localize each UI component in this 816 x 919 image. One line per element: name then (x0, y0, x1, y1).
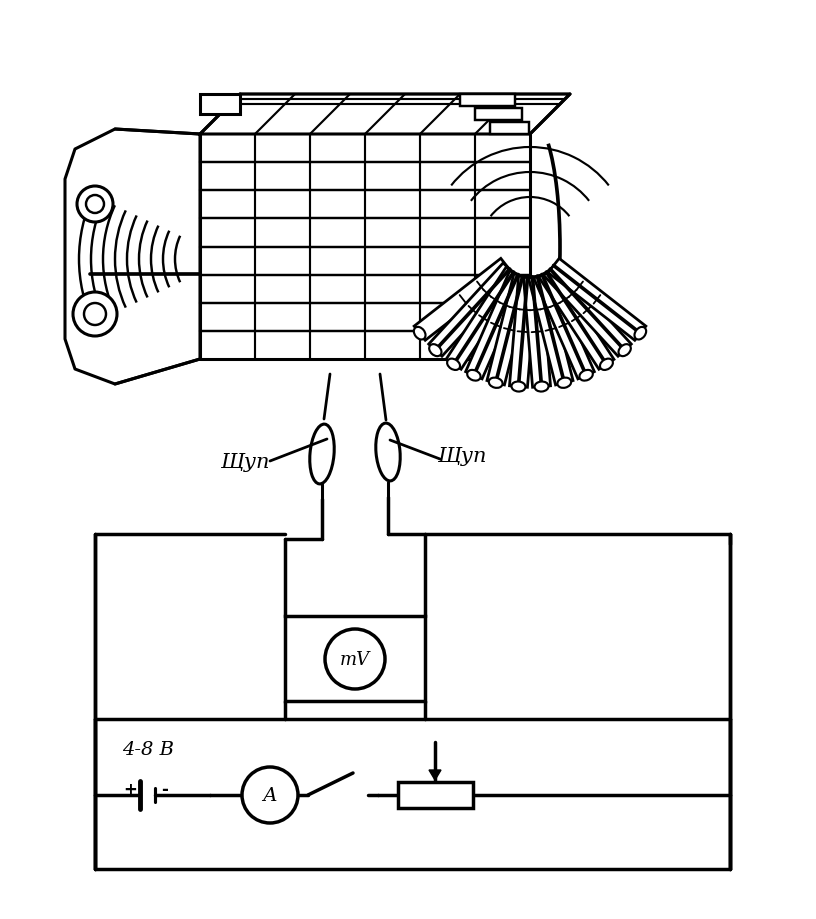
Polygon shape (475, 108, 522, 121)
Polygon shape (539, 268, 614, 369)
Ellipse shape (414, 327, 425, 340)
Bar (398, 782, 473, 808)
Polygon shape (534, 272, 594, 380)
Ellipse shape (310, 425, 335, 484)
Polygon shape (524, 277, 551, 388)
Ellipse shape (557, 379, 571, 389)
Circle shape (242, 767, 298, 823)
Text: Щуп: Щуп (220, 452, 270, 471)
Ellipse shape (447, 359, 460, 370)
Polygon shape (428, 264, 517, 357)
Polygon shape (543, 264, 632, 357)
Text: Щуп: Щуп (437, 447, 487, 466)
Polygon shape (460, 95, 515, 107)
Polygon shape (200, 95, 570, 135)
Text: mV: mV (340, 651, 370, 668)
Ellipse shape (429, 345, 441, 357)
Ellipse shape (600, 359, 613, 370)
Ellipse shape (579, 370, 593, 381)
Text: -: - (162, 780, 168, 798)
Polygon shape (487, 275, 531, 385)
Polygon shape (509, 277, 536, 388)
Text: А: А (263, 786, 277, 804)
Ellipse shape (635, 327, 646, 340)
Polygon shape (415, 259, 512, 341)
Ellipse shape (512, 382, 526, 392)
Ellipse shape (619, 345, 631, 357)
Ellipse shape (489, 379, 503, 389)
Bar (285, 617, 425, 701)
Text: +: + (123, 780, 137, 798)
Ellipse shape (534, 382, 548, 392)
Polygon shape (65, 130, 200, 384)
Polygon shape (446, 268, 521, 369)
Ellipse shape (467, 370, 481, 381)
Circle shape (325, 630, 385, 689)
Circle shape (86, 196, 104, 214)
Polygon shape (548, 259, 645, 341)
Circle shape (84, 303, 106, 325)
Polygon shape (490, 123, 529, 135)
Polygon shape (429, 770, 441, 780)
Polygon shape (529, 275, 573, 385)
Ellipse shape (376, 424, 400, 482)
Circle shape (77, 187, 113, 222)
Circle shape (73, 292, 117, 336)
Polygon shape (200, 95, 240, 115)
Polygon shape (466, 272, 526, 380)
Text: 4-8 В: 4-8 В (122, 740, 174, 758)
Polygon shape (200, 135, 530, 359)
